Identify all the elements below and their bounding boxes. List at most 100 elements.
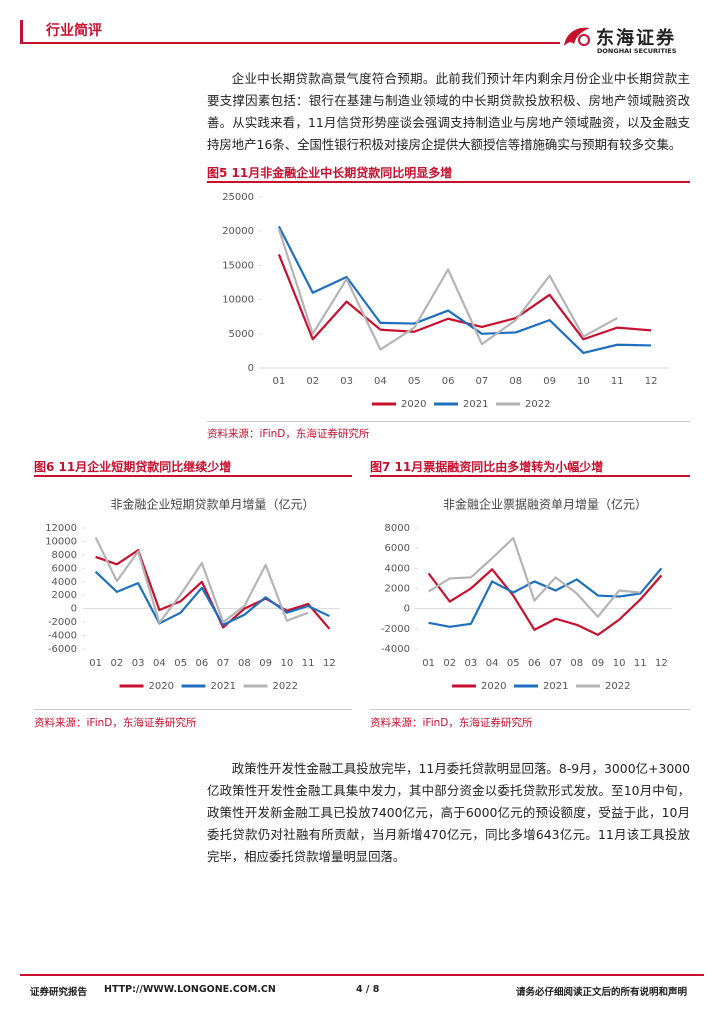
x-tick-label: 11 [611, 376, 624, 387]
source-note: 资料来源：iFinD，东海证券研究所 [370, 717, 533, 729]
footer-right: 请务必仔细阅读正文后的所有说明和声明 [516, 987, 688, 998]
source-rule [34, 709, 352, 710]
caption-rule [370, 475, 690, 477]
footer-left: 证券研究报告 [30, 987, 88, 998]
y-tick-label: -2000 [381, 624, 410, 635]
x-tick-label: 08 [238, 658, 251, 669]
y-tick-label: 2000 [52, 590, 77, 601]
logo-icon [564, 27, 590, 46]
x-tick-label: 12 [655, 658, 668, 669]
y-tick-label: 0 [404, 604, 410, 615]
chart: 0 5000 10000 15000 20000 25000 01 02 03 04 05 06 07 0… [222, 192, 668, 410]
y-tick-label: 2000 [385, 584, 410, 595]
x-tick-label: 12 [323, 658, 336, 669]
footer-rule [20, 974, 704, 976]
source-rule [370, 709, 690, 710]
x-tick-label: 12 [645, 376, 658, 387]
x-tick-label: 06 [528, 658, 541, 669]
section-label: 行业简评 [46, 23, 102, 39]
paragraph: 政策性开发性金融工具投放完毕，11月委托贷款明显回落。8-9月，3000亿+30… [207, 761, 690, 864]
x-tick-label: 07 [217, 658, 230, 669]
paragraph: 企业中长期贷款高景气度符合预期。此前我们预计年内剩余月份企业中长期贷款主要支撑因… [207, 71, 690, 152]
logo-shape [564, 27, 590, 46]
chart-title: 非金融企业短期贷款单月增量（亿元） [110, 497, 314, 512]
x-tick-label: 02 [111, 658, 124, 669]
legend-label: 2022 [525, 399, 550, 410]
x-tick-label: 06 [442, 376, 455, 387]
page-number: 4 / 8 [356, 984, 380, 995]
caption-rule [34, 475, 352, 477]
x-tick-label: 04 [374, 376, 387, 387]
x-tick-label: 11 [634, 658, 647, 669]
x-tick-label: 10 [577, 376, 590, 387]
legend-label: 2020 [149, 681, 174, 692]
y-tick-label: 6000 [385, 543, 410, 554]
x-tick-label: 10 [281, 658, 294, 669]
x-tick-label: 04 [153, 658, 166, 669]
x-tick-label: 10 [613, 658, 626, 669]
x-tick-label: 02 [306, 376, 319, 387]
y-tick-label: 12000 [45, 523, 77, 534]
y-tick-label: -4000 [381, 644, 410, 655]
x-tick-label: 05 [174, 658, 187, 669]
source-note: 资料来源：iFinD，东海证券研究所 [207, 428, 370, 440]
figure-caption: 图5 11月非金融企业中长期贷款同比明显多增 [207, 166, 453, 180]
x-tick-label: 11 [302, 658, 315, 669]
chart-title: 非金融企业票据融资单月增量（亿元） [443, 497, 647, 512]
legend-label: 2022 [605, 681, 630, 692]
y-tick-label: 15000 [222, 260, 254, 271]
series-line [94, 570, 330, 626]
x-tick-label: 01 [273, 376, 286, 387]
logo-en: DONGHAI SECURITIES [597, 47, 677, 55]
legend-label: 2021 [543, 681, 568, 692]
legend-label: 2022 [273, 681, 298, 692]
series-line [277, 228, 618, 351]
source-note: 资料来源：iFinD，东海证券研究所 [34, 717, 197, 729]
y-tick-label: 0 [71, 604, 77, 615]
y-tick-label: 10000 [45, 536, 77, 547]
x-tick-label: 02 [443, 658, 456, 669]
series-line [428, 567, 663, 628]
y-tick-label: 8000 [52, 550, 77, 561]
y-tick-label: 10000 [222, 295, 254, 306]
x-tick-label: 09 [543, 376, 556, 387]
source-rule [207, 421, 690, 422]
legend-label: 2020 [401, 399, 426, 410]
x-tick-label: 07 [476, 376, 489, 387]
y-tick-label: -2000 [48, 617, 77, 628]
x-tick-label: 05 [408, 376, 421, 387]
logo-cn: 东海证券 [596, 28, 676, 49]
x-tick-label: 06 [196, 658, 209, 669]
chart: 非金融企业票据融资单月增量（亿元） -4000 -2000 0 2000 4000 6000… [381, 497, 672, 692]
figure-caption: 图7 11月票据融资同比由多增转为小幅少增 [370, 460, 604, 474]
x-tick-label: 08 [509, 376, 522, 387]
x-tick-label: 01 [422, 658, 435, 669]
y-tick-label: -4000 [48, 631, 77, 642]
x-tick-label: 07 [549, 658, 562, 669]
legend-label: 2021 [211, 681, 236, 692]
figure-caption: 图6 11月企业短期贷款同比继续少增 [34, 460, 232, 474]
footer-url: HTTP://WWW.LONGONE.COM.CN [104, 984, 276, 995]
header-rule [20, 42, 560, 44]
series-line [428, 536, 641, 618]
y-tick-label: 0 [248, 363, 254, 374]
chart: 非金融企业短期贷款单月增量（亿元） -6000 -4000 -2000 0 2000 400… [45, 497, 340, 692]
x-tick-label: 09 [259, 658, 272, 669]
y-tick-label: 4000 [385, 563, 410, 574]
series-line [277, 225, 652, 355]
y-tick-label: 20000 [222, 226, 254, 237]
header-bar [20, 20, 23, 42]
x-tick-label: 09 [592, 658, 605, 669]
series-line [94, 536, 309, 624]
legend-label: 2021 [463, 399, 488, 410]
y-tick-label: 4000 [52, 577, 77, 588]
x-tick-label: 08 [570, 658, 583, 669]
x-tick-label: 03 [465, 658, 478, 669]
x-tick-label: 01 [89, 658, 102, 669]
y-tick-label: 25000 [222, 192, 254, 203]
x-tick-label: 03 [132, 658, 145, 669]
caption-rule [207, 181, 690, 183]
series-line [427, 568, 663, 636]
logo-ring [578, 34, 590, 46]
